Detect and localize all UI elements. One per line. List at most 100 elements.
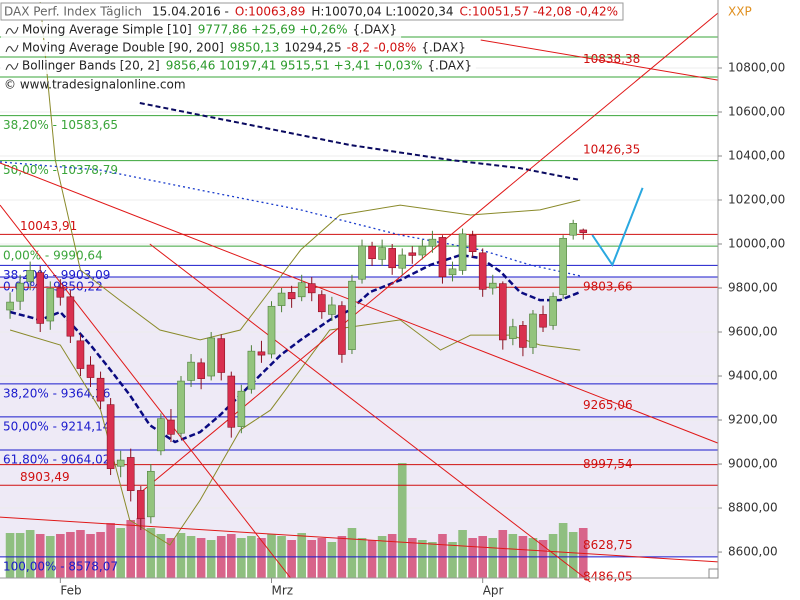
volume-bar (407, 538, 417, 578)
candle-body (76, 340, 85, 369)
candle-body (287, 292, 296, 300)
volume-bar (96, 532, 105, 578)
candle-body (317, 294, 326, 313)
y-tick-label: 9200,00 (728, 413, 778, 427)
candle-body (56, 287, 65, 298)
candle-body (136, 490, 145, 519)
volume-bar (548, 534, 558, 578)
overlay-line (149, 243, 591, 583)
volume-bar (196, 538, 206, 578)
legend-bg (1, 40, 470, 56)
volume-bar (206, 540, 216, 578)
right-label: 8486,05 (583, 570, 633, 584)
candle-body (438, 237, 447, 278)
candle-body (509, 326, 517, 339)
overlay-line (591, 187, 644, 268)
candle-body (267, 305, 276, 355)
candle-body (177, 380, 185, 434)
candle-body (478, 252, 487, 290)
y-tick-label: 8600,00 (728, 545, 778, 559)
right-label: 9265,06 (583, 398, 633, 412)
right-label: 8628,75 (583, 538, 633, 552)
legend-bg (1, 22, 402, 38)
candle-body (227, 375, 236, 428)
candle-body (559, 237, 567, 295)
candle-body (448, 268, 457, 276)
plot-area: 38,20% - 10583,65 50,00% - 10378,79 0,00% … (0, 1, 719, 584)
watermark: © www.tradesignalonline.com (4, 78, 186, 92)
level-label: 50,00% - 10378,79 (3, 163, 118, 177)
volume-bar (568, 532, 578, 578)
volume-bar (35, 534, 45, 578)
volume-bar (86, 534, 95, 578)
volume-bar (538, 540, 548, 578)
candle-body (539, 314, 547, 328)
candle-body (488, 282, 497, 289)
volume-bar (448, 542, 457, 578)
y-tick-label: 9000,00 (728, 457, 778, 471)
overlay-line (39, 1, 581, 341)
volume-bar (15, 533, 25, 578)
volume-bar (468, 538, 477, 578)
y-tick-label: 10600,00 (728, 104, 785, 118)
level-label: 38,20% - 10583,65 (3, 118, 118, 132)
right-label: 8997,54 (583, 457, 633, 471)
candle-body (26, 270, 34, 282)
indicator-readout: {.DAX} (421, 41, 466, 55)
candle-body (36, 272, 45, 324)
candle-body (257, 351, 266, 356)
volume-bar (367, 540, 377, 578)
candle-body (247, 350, 256, 390)
level-label: 8903,49 (20, 470, 70, 484)
y-tick-label: 10000,00 (728, 237, 785, 251)
volume-bar (5, 533, 15, 578)
volume-bar (106, 523, 115, 578)
corner-label: XXP (728, 5, 752, 19)
resize-handle[interactable] (708, 568, 719, 579)
candle-body (307, 283, 316, 294)
volume-bar (347, 528, 357, 578)
candle-body (126, 457, 135, 491)
candle-body (428, 238, 437, 247)
candle-body (197, 362, 205, 379)
volume-bar (287, 540, 296, 578)
candle-body (106, 404, 115, 469)
volume-bar (458, 530, 467, 578)
overlay-line (0, 161, 581, 277)
header-value: C:10051,57 -42,08 -0,42% (460, 5, 618, 19)
legend: DAX Perf. Index Täglich 15.04.2016 - O:100… (0, 2, 624, 92)
candle-body (66, 296, 75, 337)
volume-bar (226, 534, 236, 578)
overlay-line (139, 102, 581, 181)
candle-body (237, 390, 246, 427)
candle-body (6, 301, 14, 311)
header-value: O:10063,89 (235, 5, 306, 19)
overlay-line (480, 39, 719, 81)
candle-body (96, 377, 105, 402)
volume-bar (237, 538, 246, 578)
volume-bar (257, 538, 266, 578)
candle-body (147, 470, 155, 518)
candle-body (338, 305, 346, 355)
indicator-readout: 9777,86 +25,69 +0,26% (198, 23, 348, 37)
y-tick-label: 10400,00 (728, 148, 785, 162)
volume-bar (438, 534, 447, 578)
level-label: 50,00% - 9214,14 (3, 419, 110, 433)
candle-body (529, 313, 537, 348)
y-tick-label: 9400,00 (728, 369, 778, 383)
candle-body (499, 283, 507, 341)
candle-body (328, 304, 336, 315)
candle-body (549, 296, 557, 326)
volume-bar (66, 532, 75, 578)
indicator-readout: {.DAX} (427, 59, 472, 73)
volume-bar (166, 538, 176, 578)
candle-body (378, 247, 386, 260)
candle-body (167, 419, 175, 435)
legend-box (0, 2, 624, 21)
y-tick-label: 10800,00 (728, 60, 785, 74)
header-value: H:10070,04 L:10020,34 (311, 5, 453, 19)
volume-bar (116, 528, 125, 578)
volume-bar (488, 538, 498, 578)
right-label: 9803,66 (583, 280, 633, 294)
